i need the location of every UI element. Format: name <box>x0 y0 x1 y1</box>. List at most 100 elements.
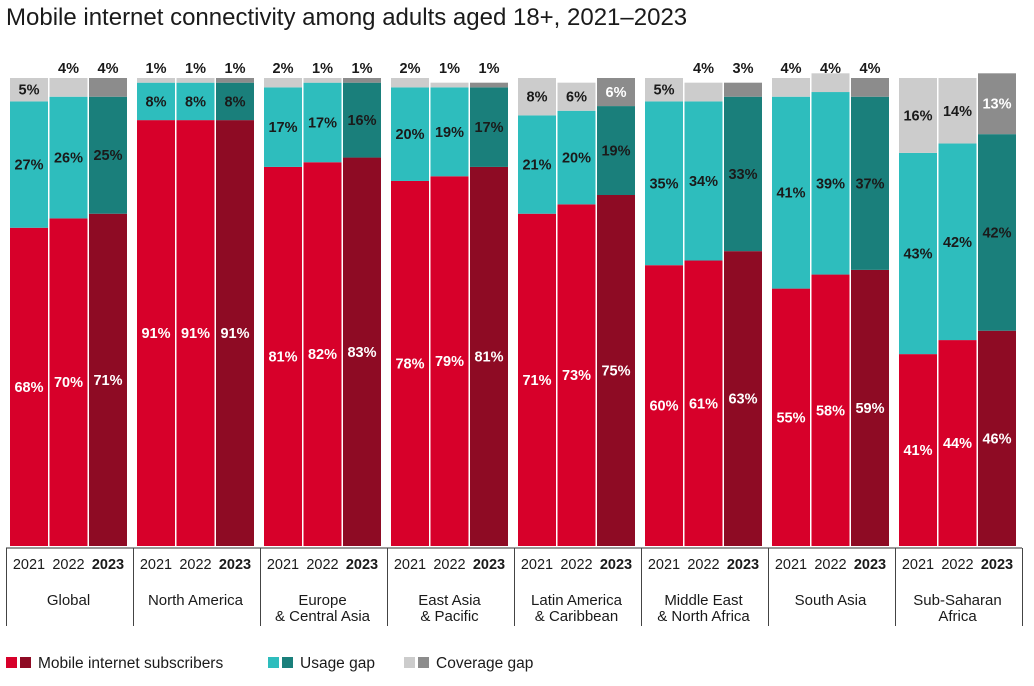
category-axis: 2021 2022 2023 Global 2021 2022 2023 North Amer… <box>6 547 1023 626</box>
label-usage-gap-2023: 8% <box>225 94 246 110</box>
label-usage-gap-2022: 42% <box>943 235 972 251</box>
legend-label-coverage-gap: Coverage gap <box>436 655 533 672</box>
label-coverage-gap-2022: 1% <box>439 61 460 77</box>
bar-usage-gap-2022 <box>430 87 469 177</box>
label-usage-gap-2023: 16% <box>347 113 376 129</box>
bar-usage-gap-2021 <box>264 87 302 167</box>
bar-coverage-gap-2022 <box>303 78 342 83</box>
bar-usage-gap-2022 <box>49 96 88 219</box>
region-group-middle-east-north-africa: 60% 35% 5% 61% 34% 4% 63% 33% 3% <box>645 61 762 546</box>
bar-subscribers-2023 <box>470 166 508 547</box>
year-label-2022: 2022 <box>941 557 973 573</box>
bar-coverage-gap-2021 <box>137 78 175 83</box>
legend-swatch-subscribers-light <box>6 657 17 668</box>
label-subscribers-2023: 63% <box>728 392 757 408</box>
label-usage-gap-2023: 37% <box>855 176 884 192</box>
year-label-2021: 2021 <box>13 557 45 573</box>
region-group-sub-saharan-africa: 41% 43% 16% 44% 42% 14% 46% 42% 13% <box>899 73 1016 546</box>
label-usage-gap-2022: 39% <box>816 176 845 192</box>
label-coverage-gap-2021: 5% <box>654 83 675 99</box>
label-usage-gap-2022: 34% <box>689 174 718 190</box>
label-coverage-gap-2021: 1% <box>146 61 167 77</box>
region-label-europe-central-asia: & Central Asia <box>275 608 371 625</box>
bar-subscribers-2023 <box>724 251 762 546</box>
region-group-europe-central-asia: 81% 17% 2% 82% 17% 1% 83% 16% 1% <box>264 61 381 547</box>
label-usage-gap-2022: 17% <box>308 115 337 131</box>
bar-coverage-gap-2022 <box>176 78 215 83</box>
label-subscribers-2023: 91% <box>220 326 249 342</box>
label-coverage-gap-2023: 6% <box>606 85 627 101</box>
year-label-2021: 2021 <box>267 557 299 573</box>
label-usage-gap-2021: 20% <box>395 127 424 143</box>
bar-usage-gap-2023 <box>724 96 762 252</box>
legend-swatch-usage-gap-dark <box>282 657 293 668</box>
bar-coverage-gap-2022 <box>938 78 977 144</box>
label-coverage-gap-2022: 14% <box>943 104 972 120</box>
bar-coverage-gap-2023 <box>216 78 254 83</box>
region-label-middle-east-north-africa: & North Africa <box>657 608 750 625</box>
bar-coverage-gap-2021 <box>391 78 429 88</box>
label-subscribers-2023: 83% <box>347 345 376 361</box>
bar-subscribers-2023 <box>978 330 1016 546</box>
region-label-east-asia-pacific: East Asia <box>418 592 481 609</box>
bar-usage-gap-2023 <box>851 96 889 270</box>
bar-subscribers-2021 <box>899 354 937 546</box>
label-coverage-gap-2021: 4% <box>781 61 802 77</box>
label-subscribers-2021: 81% <box>268 349 297 365</box>
region-label-north-america: North America <box>148 592 244 609</box>
region-group-global: 68% 27% 5% 70% 26% 4% 71% 25% 4% <box>10 61 127 546</box>
bar-subscribers-2023 <box>343 157 381 546</box>
label-subscribers-2021: 60% <box>649 399 678 415</box>
bar-usage-gap-2023 <box>89 96 127 214</box>
legend-swatch-subscribers-dark <box>20 657 31 668</box>
label-coverage-gap-2022: 1% <box>312 61 333 77</box>
year-label-2023: 2023 <box>346 557 378 573</box>
region-label-latin-america-caribbean: & Caribbean <box>535 608 618 625</box>
region-group-east-asia-pacific: 78% 20% 2% 79% 19% 1% 81% 17% 1% <box>391 61 508 547</box>
label-usage-gap-2021: 8% <box>146 94 167 110</box>
label-subscribers-2021: 71% <box>522 373 551 389</box>
legend-swatch-usage-gap-light <box>268 657 279 668</box>
year-label-2021: 2021 <box>140 557 172 573</box>
label-usage-gap-2023: 17% <box>474 120 503 136</box>
label-usage-gap-2022: 26% <box>54 151 83 167</box>
bar-usage-gap-2021 <box>391 87 429 181</box>
bar-usage-gap-2023 <box>597 106 635 195</box>
label-usage-gap-2021: 27% <box>14 158 43 174</box>
label-subscribers-2022: 79% <box>435 354 464 370</box>
label-coverage-gap-2023: 4% <box>860 61 881 77</box>
legend-label-usage-gap: Usage gap <box>300 655 375 672</box>
bar-usage-gap-2023 <box>216 82 254 121</box>
region-label-south-asia: South Asia <box>795 592 867 609</box>
label-subscribers-2021: 91% <box>141 326 170 342</box>
bar-coverage-gap-2022 <box>557 82 596 111</box>
region-group-north-america: 91% 8% 1% 91% 8% 1% 91% 8% 1% <box>137 61 254 547</box>
label-subscribers-2022: 82% <box>308 347 337 363</box>
region-label-middle-east-north-africa: Middle East <box>664 592 743 609</box>
label-subscribers-2023: 75% <box>601 364 630 380</box>
bar-subscribers-2022 <box>938 340 977 546</box>
label-coverage-gap-2023: 4% <box>98 61 119 77</box>
label-subscribers-2021: 55% <box>776 410 805 426</box>
region-label-latin-america-caribbean: Latin America <box>531 592 623 609</box>
bar-usage-gap-2021 <box>899 152 937 355</box>
label-usage-gap-2023: 19% <box>601 144 630 160</box>
region-group-latin-america-caribbean: 71% 21% 8% 73% 20% 6% 75% 19% 6% <box>518 78 635 547</box>
bar-subscribers-2021 <box>645 265 683 546</box>
bar-subscribers-2022 <box>684 260 723 546</box>
region-label-europe-central-asia: Europe <box>298 592 346 609</box>
region-label-east-asia-pacific: & Pacific <box>420 608 479 625</box>
label-usage-gap-2022: 8% <box>185 94 206 110</box>
label-subscribers-2023: 59% <box>855 401 884 417</box>
label-usage-gap-2021: 35% <box>649 176 678 192</box>
bar-usage-gap-2021 <box>137 82 175 121</box>
bar-usage-gap-2023 <box>343 82 381 158</box>
label-coverage-gap-2022: 4% <box>693 61 714 77</box>
label-subscribers-2023: 81% <box>474 349 503 365</box>
label-coverage-gap-2023: 1% <box>225 61 246 77</box>
bar-coverage-gap-2023 <box>597 78 635 107</box>
label-coverage-gap-2022: 1% <box>185 61 206 77</box>
year-label-2022: 2022 <box>52 557 84 573</box>
bar-usage-gap-2023 <box>978 134 1016 331</box>
